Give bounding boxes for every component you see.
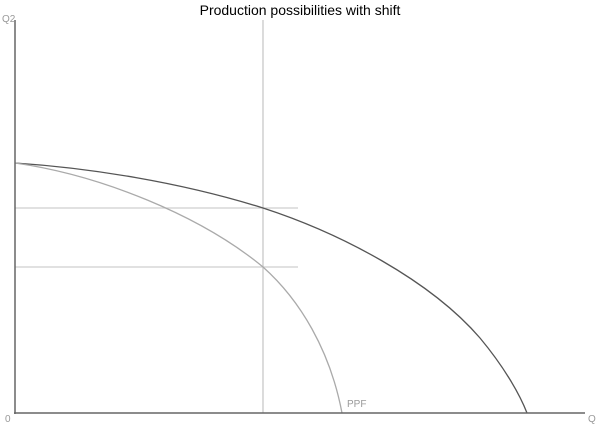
chart-title: Production possibilities with shift (200, 2, 401, 18)
x-axis-label: Q (588, 414, 596, 425)
ppf-curve (14, 162, 343, 414)
shifted-ppf-curve (14, 162, 528, 414)
y-axis-label: Q2 (2, 14, 16, 25)
origin-label: 0 (5, 414, 11, 425)
ppf-label: PPF (347, 399, 366, 410)
